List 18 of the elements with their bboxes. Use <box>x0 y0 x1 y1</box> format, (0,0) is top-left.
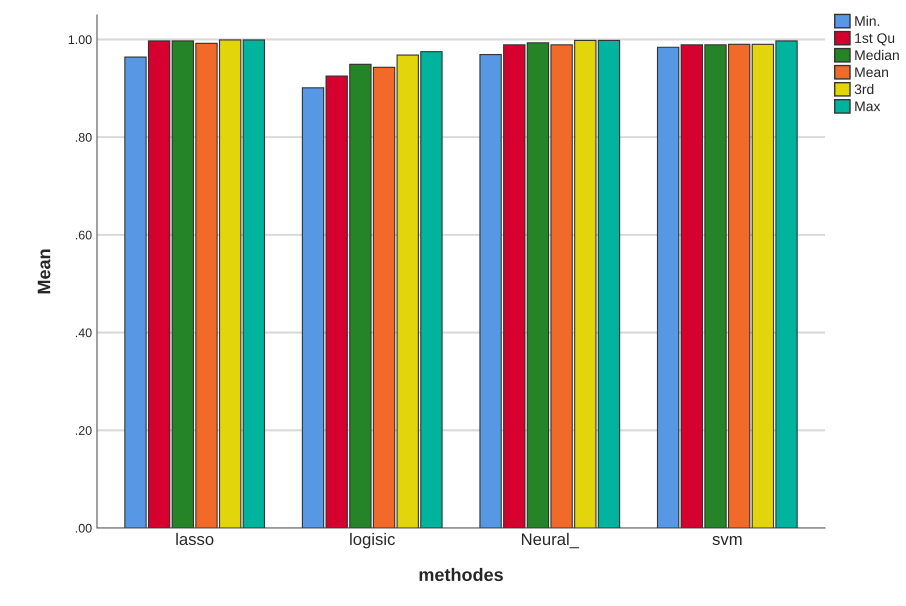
legend-label: Median <box>855 50 899 60</box>
legend-label: Min. <box>855 16 880 26</box>
legend-label: Mean <box>855 67 888 78</box>
legend-label: Max <box>855 102 880 112</box>
y-tick-label: .20 <box>76 426 92 435</box>
y-axis-title: Mean <box>38 250 50 294</box>
y-tick-label: .00 <box>76 524 92 533</box>
x-axis-title: methodes <box>420 568 503 582</box>
legend-label: 3rd <box>854 84 874 94</box>
y-tick-label: .80 <box>76 132 92 142</box>
y-tick-label: 1.00 <box>68 35 92 44</box>
y-tick-label: .60 <box>76 230 92 240</box>
x-tick-label: svm <box>712 536 742 546</box>
x-tick-label: Neural_ <box>522 532 580 548</box>
x-tick-label: logisic <box>350 532 395 548</box>
y-tick-label: .40 <box>76 328 92 338</box>
legend-label: 1st Qu <box>855 33 894 46</box>
x-tick-label: lasso <box>176 532 214 546</box>
